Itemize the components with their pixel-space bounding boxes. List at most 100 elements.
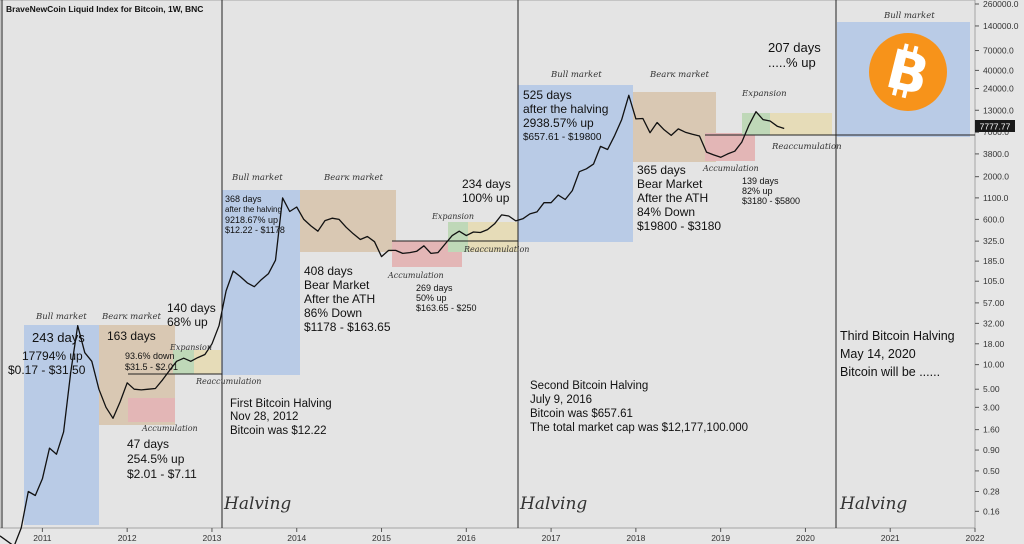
y-tick-label: 0.28: [983, 486, 1000, 496]
c1-acc-days: 47 days: [127, 437, 169, 451]
next-pct: .....% up: [768, 55, 816, 70]
y-tick-label: 325.0: [983, 236, 1005, 246]
halving1-annotation: First Bitcoin Halving Nov 28, 2012 Bitco…: [230, 398, 332, 437]
zone-reaccumulation-2: [468, 222, 518, 252]
halving1-line-2: Nov 28, 2012: [230, 411, 298, 423]
y-tick-label: 0.90: [983, 445, 1000, 455]
chart-title: BraveNewCoin Liquid Index for Bitcoin, 1…: [6, 4, 203, 14]
c2-expansion-label: Expansion: [431, 212, 474, 221]
zone-bear-2: [300, 190, 396, 252]
y-tick-label: 260000.0: [983, 0, 1019, 9]
c1-acc-pct: 254.5% up: [127, 452, 185, 466]
next-bull-label: Bull market: [883, 11, 935, 21]
x-tick-label: 2015: [372, 533, 391, 543]
x-tick-label: 2012: [118, 533, 137, 543]
zone-bull-2: [222, 190, 300, 375]
y-tick-label: 40000.0: [983, 65, 1014, 75]
c2-bull-sub: after the halving: [225, 205, 282, 214]
c2-acc-days: 269 days: [416, 283, 453, 293]
y-tick-label: 1100.0: [983, 193, 1009, 203]
c3-accumulation-label: Accumulation: [702, 164, 759, 173]
c3-bear-pct: 84% Down: [637, 205, 695, 219]
c1-accumulation-label: Accumulation: [141, 424, 198, 433]
y-tick-label: 18.00: [983, 339, 1005, 349]
c3-bull-pct: 2938.57% up: [523, 116, 594, 130]
y-tick-label: 3.00: [983, 402, 1000, 412]
c1-acc-range: $2.01 - $7.11: [127, 467, 197, 481]
x-tick-label: 2021: [881, 533, 900, 543]
c1-bull-label: Bull market: [35, 312, 87, 322]
y-tick-label: 3800.0: [983, 149, 1009, 159]
x-axis: 2011 2012 2013 2014 2015 2016 2017 2018 2019 2020…: [33, 528, 985, 543]
halving-label-3: Halving: [839, 494, 907, 514]
zone-accumulation-3: [705, 133, 755, 161]
c2-exp-pct: 100% up: [462, 191, 510, 205]
zone-bear-3: [633, 92, 716, 162]
halving3-line-2: May 14, 2020: [840, 347, 916, 361]
x-tick-label: 2014: [287, 533, 306, 543]
x-tick-label: 2013: [202, 533, 221, 543]
halving2-line-4: The total market cap was $12,177,100.000: [530, 422, 748, 434]
c1-reaccumulation-label: Reaccumulation: [195, 377, 261, 386]
halving-label-2: Halving: [519, 494, 587, 514]
c2-acc-range: $163.65 - $250: [416, 303, 477, 313]
c3-bull-sub: after the halving: [523, 102, 608, 116]
c3-reaccumulation-label: Reaccumulation: [771, 142, 842, 152]
x-tick-label: 2016: [457, 533, 476, 543]
y-tick-label: 600.0: [983, 214, 1005, 224]
halving-lines: [1, 0, 837, 528]
c1-bear-range: $31.5 - $2.01: [125, 362, 178, 372]
c1-exp-pct: 68% up: [167, 315, 208, 329]
halving3-line-1: Third Bitcoin Halving: [840, 329, 955, 343]
c3-bull-label: Bull market: [550, 70, 602, 80]
c3-bear-l2: Bear Market: [637, 177, 703, 191]
c2-bull-range: $12.22 - $1178: [225, 225, 285, 235]
x-tick-label: 2017: [542, 533, 561, 543]
halving3-line-3: Bitcoin will be ......: [840, 365, 940, 379]
x-tick-label: 2011: [33, 533, 52, 543]
cycle2-annotations: Bull market Bearк market Expansion Reacc…: [225, 173, 529, 334]
c2-bear-pct: 86% Down: [304, 306, 362, 320]
halving1-line-1: First Bitcoin Halving: [230, 398, 332, 410]
bitcoin-logo: B: [869, 33, 947, 111]
c2-bear-days: 408 days: [304, 264, 353, 278]
c2-reaccumulation-label: Reaccumulation: [463, 245, 529, 254]
c2-bull-days: 368 days: [225, 194, 262, 204]
zone-reaccumulation-1: [194, 350, 221, 374]
c1-bull-days: 243 days: [32, 330, 85, 345]
c3-acc-days: 139 days: [742, 176, 779, 186]
cycle3-annotations: Bull market Bearк market Expansion Reacc…: [523, 40, 842, 233]
c3-acc-range: $3180 - $5800: [742, 196, 800, 206]
c2-bear-label: Bearк market: [323, 173, 384, 183]
y-tick-label: 13000.0: [983, 105, 1014, 115]
c1-bear-label: Bearк market: [101, 312, 162, 322]
halving-label-1: Halving: [223, 494, 291, 514]
c3-bull-range: $657.61 - $19800: [523, 132, 602, 143]
y-tick-label: 10.00: [983, 360, 1005, 370]
zone-bull-3: [518, 85, 633, 242]
c3-bear-label: Bearк market: [649, 70, 710, 80]
y-tick-label: 24000.0: [983, 84, 1014, 94]
c2-accumulation-label: Accumulation: [387, 271, 444, 280]
cycle1-annotations: Bull market Bearк market Expansion Reacc…: [8, 301, 261, 481]
y-tick-label: 1.60: [983, 425, 1000, 435]
halving2-line-3: Bitcoin was $657.61: [530, 408, 633, 420]
c3-acc-pct: 82% up: [742, 186, 773, 196]
y-tick-label: 5.00: [983, 384, 1000, 394]
x-tick-label: 2020: [796, 533, 815, 543]
c2-bull-label: Bull market: [231, 173, 283, 183]
c1-bear-days: 163 days: [107, 329, 156, 343]
halving2-line-1: Second Bitcoin Halving: [530, 380, 648, 392]
y-tick-label: 140000.0: [983, 21, 1019, 31]
c1-expansion-label: Expansion: [169, 343, 212, 352]
y-tick-label: 105.0: [983, 276, 1005, 286]
y-tick-label: 57.00: [983, 298, 1005, 308]
halving1-line-3: Bitcoin was $12.22: [230, 425, 327, 437]
x-tick-label: 2019: [711, 533, 730, 543]
c3-bear-range: $19800 - $3180: [637, 219, 721, 233]
y-tick-label: 0.50: [983, 466, 1000, 476]
y-tick-label: 70000.0: [983, 46, 1014, 56]
c2-exp-days: 234 days: [462, 177, 511, 191]
c2-bear-l2: Bear Market: [304, 278, 370, 292]
